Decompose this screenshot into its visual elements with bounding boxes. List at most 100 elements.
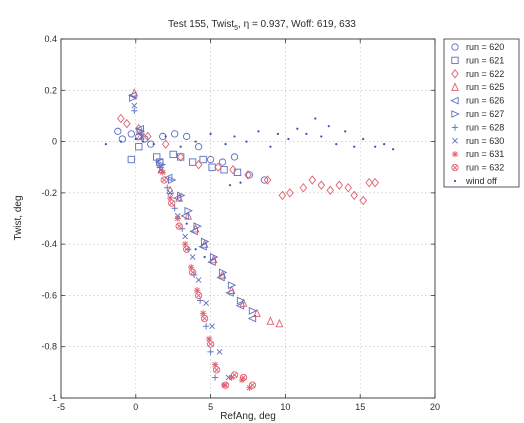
data-point (320, 135, 323, 138)
data-point (131, 107, 138, 114)
data-point (129, 94, 138, 102)
data-point (211, 374, 219, 381)
data-point (138, 133, 145, 140)
data-point (174, 215, 181, 222)
y-tick-label: 0.4 (44, 34, 57, 44)
data-point (194, 248, 197, 251)
data-point (198, 242, 207, 251)
data-point (335, 143, 338, 146)
data-point (118, 135, 126, 143)
data-point (161, 139, 170, 149)
legend-item: run = 626 (450, 96, 504, 106)
data-point (127, 155, 135, 164)
data-point (182, 233, 189, 240)
data-point (263, 175, 272, 185)
data-point (157, 160, 167, 169)
legend-label: run = 621 (466, 55, 504, 65)
data-point (154, 158, 164, 166)
data-point (194, 140, 197, 143)
legend-marker (451, 151, 459, 158)
data-point (239, 373, 248, 382)
legend-marker (450, 96, 459, 105)
data-point (184, 206, 193, 215)
x-tick-label: 10 (280, 402, 290, 412)
data-point (362, 137, 365, 141)
data-point (308, 175, 317, 185)
data-point (266, 316, 275, 325)
data-point (275, 318, 284, 328)
legend-item: run = 627 (451, 109, 504, 119)
data-point (220, 381, 228, 389)
data-point (156, 164, 163, 171)
data-point (119, 140, 122, 143)
data-point (135, 143, 143, 151)
data-point (228, 184, 232, 187)
data-point (171, 205, 178, 212)
data-point (159, 169, 166, 176)
data-point (200, 237, 210, 246)
data-point (171, 130, 179, 138)
series-2 (117, 113, 379, 206)
data-point (135, 124, 144, 133)
data-point (114, 127, 122, 135)
legend-label: run = 620 (466, 42, 504, 52)
data-point (216, 348, 223, 355)
series-4 (128, 91, 257, 323)
data-point (269, 145, 272, 148)
data-point (230, 371, 239, 379)
data-point (131, 102, 138, 109)
data-point (257, 130, 260, 133)
data-point (127, 130, 135, 138)
y-tick-label: -0.2 (41, 188, 57, 198)
legend-item: wind off (453, 176, 497, 186)
data-point (278, 190, 287, 201)
legend-marker (451, 124, 459, 131)
data-point (194, 159, 203, 170)
data-point (344, 130, 347, 133)
y-tick-label: -0.6 (41, 290, 57, 300)
series-9 (160, 176, 257, 389)
data-point (335, 180, 344, 190)
x-tick-labels: -5 0 5 10 15 20 (57, 402, 440, 412)
data-point (209, 253, 219, 261)
data-point (167, 189, 174, 196)
data-point (128, 91, 137, 100)
y-tick-label: 0.2 (44, 85, 57, 95)
legend-label: run = 628 (466, 122, 504, 132)
data-point (287, 137, 290, 141)
data-point (188, 268, 197, 276)
x-tick-label: 20 (430, 402, 440, 412)
legend-label: run = 625 (466, 82, 504, 92)
data-point (244, 170, 252, 180)
data-point (229, 165, 237, 175)
data-point (123, 118, 131, 129)
legend-item: run = 631 (451, 149, 504, 159)
data-point (168, 176, 177, 184)
data-point (214, 162, 222, 172)
data-point (185, 222, 188, 225)
data-point (248, 306, 258, 315)
data-point (164, 184, 171, 191)
data-point (276, 132, 280, 135)
data-point (200, 314, 209, 323)
y-tick-labels: -1 -0.8 -0.6 -0.4 -0.2 0 0.2 0.4 (41, 34, 57, 403)
data-point (286, 188, 294, 198)
data-point (392, 148, 395, 151)
data-point (359, 195, 367, 206)
data-point (260, 176, 269, 184)
data-point (317, 180, 326, 190)
data-point (209, 132, 212, 135)
data-point (169, 150, 177, 159)
legend-marker (451, 110, 460, 118)
legend-label: run = 626 (466, 96, 504, 106)
data-point (183, 132, 191, 141)
data-point (236, 296, 246, 305)
data-point (235, 301, 245, 310)
data-point (179, 145, 182, 148)
data-point (199, 155, 207, 164)
data-point (218, 158, 227, 166)
data-point (245, 140, 248, 143)
data-point (175, 222, 183, 230)
data-point (314, 117, 317, 120)
